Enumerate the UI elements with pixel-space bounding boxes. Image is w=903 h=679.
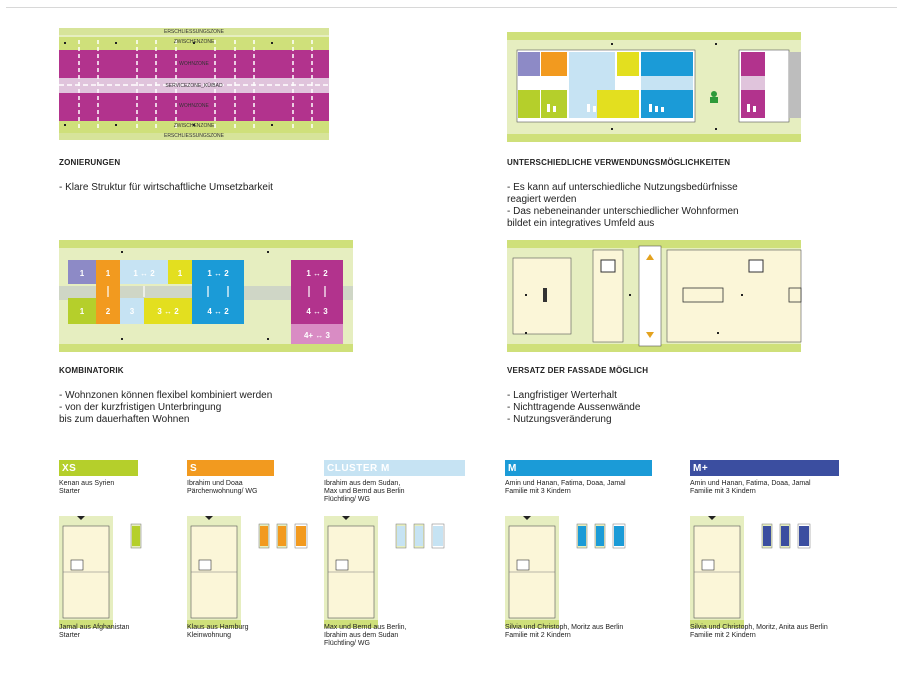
bullet-point: - Es kann auf unterschiedliche Nutzungsb… xyxy=(507,182,738,193)
zoning-plan: ERSCHLIESSUNGSZONE ZWISCHENZONE WOHNZONE… xyxy=(59,28,329,140)
unit-column: M Amin und Hanan, Fatima, Doaa, Jamal Fam… xyxy=(505,460,705,670)
unit-column: M+ Amin und Hanan, Fatima, Doaa, Jamal Fa… xyxy=(690,460,890,670)
unit-occupants-bottom: Max und Bernd aus Berlin, Ibrahim aus de… xyxy=(324,624,407,647)
versatz-points: - Langfristiger Werterhalt - Nichttragen… xyxy=(507,390,640,426)
unit-type-label: M+ xyxy=(690,460,839,476)
bullet-point: - Das nebeneinander unterschiedlicher Wo… xyxy=(507,206,739,217)
bullet-point: reagiert werden xyxy=(507,194,577,205)
unit-occupants-bottom: Silvia und Christoph, Moritz aus Berlin … xyxy=(505,624,624,639)
bullet-point: - Langfristiger Werterhalt xyxy=(507,390,617,401)
unit-floorplan xyxy=(59,516,142,628)
unit-floorplan xyxy=(324,516,445,628)
unit-occupants-top: Amin und Hanan, Fatima, Doaa, Jamal Fami… xyxy=(505,480,626,495)
zone-label: ZWISCHENZONE xyxy=(174,39,215,45)
unit-occupants-bottom: Klaus aus Hamburg Kleinwohnung xyxy=(187,624,249,639)
bullet-point: - von der kurzfristigen Unterbringung xyxy=(59,402,222,413)
unit-occupants-top: Kenan aus Syrien Starter xyxy=(59,480,115,495)
zone-label: ZWISCHENZONE xyxy=(174,123,215,129)
zone-label: WOHNZONE xyxy=(179,103,209,109)
combo-label: 4 ↔ 3 xyxy=(306,307,328,316)
unit-floorplan xyxy=(187,516,308,628)
top-divider xyxy=(6,7,897,8)
bullet-point: bis zum dauerhaften Wohnen xyxy=(59,414,190,425)
usage-plan xyxy=(507,32,801,142)
combo-label: 4+ ↔ 3 xyxy=(304,331,331,340)
bullet-point: - Nichttragende Aussenwände xyxy=(507,402,641,413)
unit-column: XS Kenan aus Syrien Starter Jamal aus Afgh… xyxy=(59,460,259,670)
combo-label: 1 xyxy=(80,307,85,316)
zone-label: ERSCHLIESSUNGSZONE xyxy=(164,29,225,35)
verwendung-points: - Es kann auf unterschiedliche Nutzungsb… xyxy=(507,182,739,230)
zone-label: ERSCHLIESSUNGSZONE xyxy=(164,133,225,139)
combo-label: 2 xyxy=(106,307,111,316)
unit-floorplan xyxy=(690,516,811,628)
zone-label: SERVICEZONE_KÜ/BAD xyxy=(165,82,223,89)
unit-type-label: CLUSTER M xyxy=(324,460,465,476)
facade-offset-plan xyxy=(507,240,802,352)
unit-floorplan xyxy=(505,516,626,628)
bullet-point: bildet ein integratives Umfeld aus xyxy=(507,218,655,229)
unit-occupants-top: Amin und Hanan, Fatima, Doaa, Jamal Fami… xyxy=(690,480,811,495)
bullet-point: - Wohnzonen können flexibel kombiniert w… xyxy=(59,390,273,401)
combo-label: 3 ↔ 2 xyxy=(157,307,179,316)
section-title-kombinatorik: KOMBINATORIK xyxy=(59,366,124,375)
bullet-point: - Klare Struktur für wirtschaftliche Ums… xyxy=(59,182,273,193)
combo-label: 1 ↔ 2 xyxy=(207,269,229,278)
combo-label: 1 ↔ 2 xyxy=(306,269,328,278)
unit-occupants-top: Ibrahim und Doaa Pärchenwohnung/ WG xyxy=(187,480,258,495)
unit-occupants-bottom: Silvia und Christoph, Moritz, Anita aus … xyxy=(690,624,828,639)
combo-label: 1 ↔ 2 xyxy=(133,269,155,278)
section-title-versatz: VERSATZ DER FASSADE MÖGLICH xyxy=(507,366,649,375)
combo-label: 4 ↔ 2 xyxy=(207,307,229,316)
combo-label: 1 xyxy=(80,269,85,278)
combination-plan: 1 1 1 ↔ 2 1 1 ↔ 2 1 ↔ 2 1 2 3 3 ↔ 2 4 ↔ … xyxy=(59,240,353,352)
unit-occupants-top: Ibrahim aus dem Sudan, Max und Bernd aus… xyxy=(324,480,405,503)
unit-column: CLUSTER M Ibrahim aus dem Sudan, Max und … xyxy=(324,460,524,670)
section-title-verwendung: UNTERSCHIEDLICHE VERWENDUNGSMÖGLICHKEITE… xyxy=(507,158,731,167)
unit-occupants-bottom: Jamal aus Afghanistan Starter xyxy=(59,624,130,639)
zonierungen-points: - Klare Struktur für wirtschaftliche Ums… xyxy=(59,182,273,194)
kombinatorik-points: - Wohnzonen können flexibel kombiniert w… xyxy=(59,390,272,426)
unit-type-label: S xyxy=(187,460,274,476)
unit-column: S Ibrahim und Doaa Pärchenwohnung/ WG Klau… xyxy=(187,460,387,670)
unit-type-label: M xyxy=(505,460,652,476)
bullet-point: - Nutzungsveränderung xyxy=(507,414,612,425)
combo-label: 1 xyxy=(106,269,111,278)
unit-type-label: XS xyxy=(59,460,138,476)
section-title-zonierungen: ZONIERUNGEN xyxy=(59,158,121,167)
combo-label: 1 xyxy=(178,269,183,278)
combo-label: 3 xyxy=(130,307,135,316)
zone-label: WOHNZONE xyxy=(179,61,209,67)
